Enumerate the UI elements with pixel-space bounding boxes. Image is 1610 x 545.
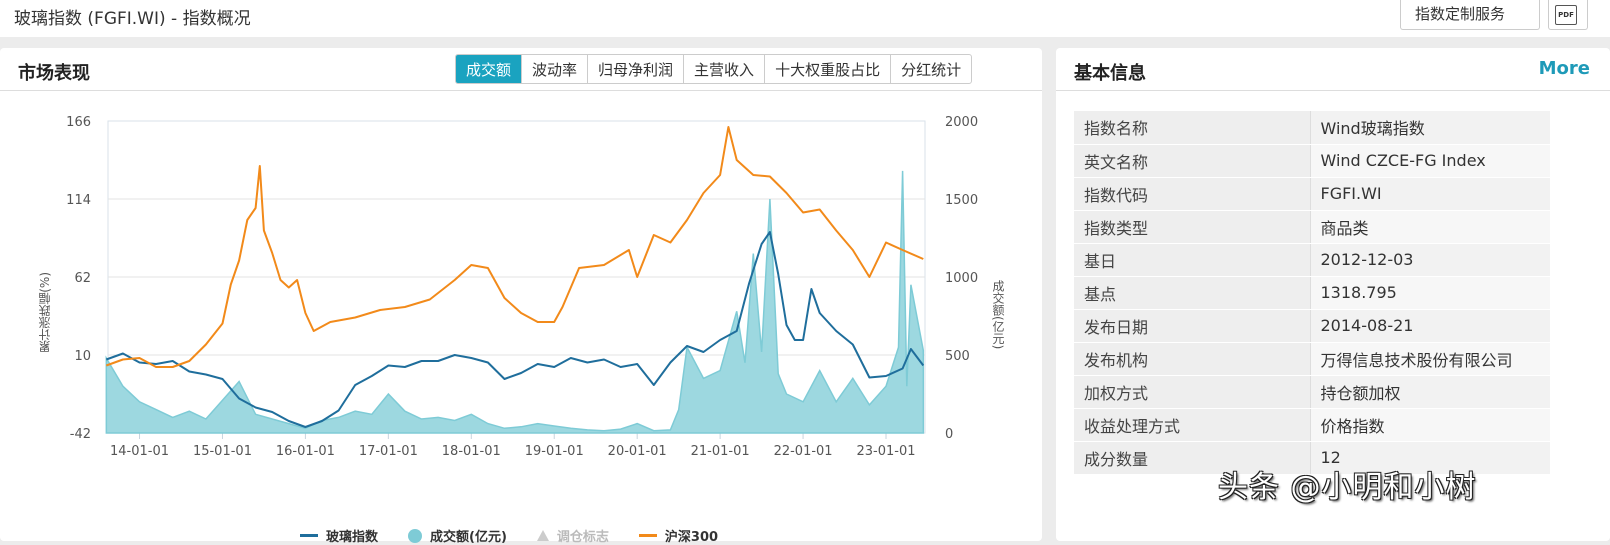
info-key: 指数类型 <box>1074 210 1311 244</box>
basic-info-header: 基本信息 More <box>1056 48 1610 91</box>
market-tabs: 成交额 波动率 归母净利润 主营收入 十大权重股占比 分红统计 <box>455 54 973 84</box>
info-row: 发布日期 2014-08-21 <box>1074 309 1550 343</box>
info-row: 收益处理方式 价格指数 <box>1074 408 1550 442</box>
x-tick-label: 16-01-01 <box>276 444 335 459</box>
market-panel-header: 市场表现 成交额 波动率 归母净利润 主营收入 十大权重股占比 分红统计 <box>0 48 1042 91</box>
legend-label: 调仓标志 <box>556 530 609 545</box>
info-value: FGFI.WI <box>1310 177 1550 211</box>
info-value: 2014-08-21 <box>1310 309 1550 343</box>
info-value: 商品类 <box>1310 210 1550 244</box>
line-swatch-icon <box>638 534 657 537</box>
info-row: 英文名称 Wind CZCE-FG Index <box>1074 144 1550 178</box>
info-value: 万得信息技术股份有限公司 <box>1310 342 1550 376</box>
legend-rebalance[interactable]: 调仓标志 <box>536 526 609 545</box>
info-key: 收益处理方式 <box>1074 408 1311 442</box>
info-value: Wind玻璃指数 <box>1310 111 1550 145</box>
circle-swatch-icon <box>408 528 423 543</box>
info-row: 指数类型 商品类 <box>1074 210 1550 244</box>
market-performance-panel: 市场表现 成交额 波动率 归母净利润 主营收入 十大权重股占比 分红统计 166… <box>0 48 1042 545</box>
right-tick-label: 1000 <box>945 271 978 286</box>
tab-main-revenue[interactable]: 主营收入 <box>683 55 764 83</box>
info-value: Wind CZCE-FG Index <box>1310 144 1550 178</box>
info-row: 基点 1318.795 <box>1074 276 1550 310</box>
chart-legend: 玻璃指数 成交额(亿元) 调仓标志 沪深300 <box>300 526 718 545</box>
left-tick-label: 114 <box>66 193 91 208</box>
x-tick-label: 23-01-01 <box>857 444 916 459</box>
index-custom-service-button[interactable]: 指数定制服务 <box>1400 0 1540 30</box>
x-tick-label: 19-01-01 <box>525 444 584 459</box>
market-chart[interactable]: 166 2000 114 1500 62 1000 10 500 -42 0 14-01-01 15-… <box>0 92 1042 545</box>
info-key: 发布机构 <box>1074 342 1311 376</box>
turnover-area[interactable] <box>105 170 925 434</box>
left-tick-label: 10 <box>74 349 91 364</box>
info-row: 发布机构 万得信息技术股份有限公司 <box>1074 342 1550 376</box>
info-value: 持仓额加权 <box>1310 375 1550 409</box>
tab-volatility[interactable]: 波动率 <box>521 55 587 83</box>
top-bar: 玻璃指数 (FGFI.WI) - 指数概况 指数定制服务 PDF <box>0 0 1610 37</box>
x-tick-label: 18-01-01 <box>442 444 501 459</box>
info-key: 基日 <box>1074 243 1311 277</box>
tab-net-profit[interactable]: 归母净利润 <box>587 55 683 83</box>
chart-canvas[interactable]: 166 2000 114 1500 62 1000 10 500 -42 0 14-01-01 15-… <box>0 92 1042 541</box>
hs300-line[interactable] <box>105 126 924 368</box>
info-row: 基日 2012-12-03 <box>1074 243 1550 277</box>
basic-info-title: 基本信息 <box>1074 63 1146 84</box>
legend-label: 沪深300 <box>664 530 719 545</box>
basic-info-panel: 基本信息 More 指数名称 Wind玻璃指数 英文名称 Wind CZCE-FG I… <box>1056 48 1610 541</box>
left-tick-label: 62 <box>74 271 91 286</box>
pdf-icon: PDF <box>1555 5 1577 25</box>
right-tick-label: 500 <box>945 349 970 364</box>
info-value: 12 <box>1310 441 1550 475</box>
x-tick-label: 20-01-01 <box>608 444 667 459</box>
right-tick-label: 2000 <box>945 115 978 130</box>
right-tick-label: 1500 <box>945 193 978 208</box>
pdf-export-button[interactable]: PDF <box>1548 0 1588 30</box>
legend-hs300[interactable]: 沪深300 <box>638 526 719 545</box>
market-panel-title: 市场表现 <box>18 63 90 84</box>
more-link[interactable]: More <box>1538 58 1590 79</box>
info-key: 指数代码 <box>1074 177 1311 211</box>
info-value: 1318.795 <box>1310 276 1550 310</box>
info-key: 英文名称 <box>1074 144 1311 178</box>
legend-label: 成交额(亿元) <box>430 530 507 545</box>
glass-index-line[interactable] <box>105 231 925 428</box>
info-key: 指数名称 <box>1074 111 1311 145</box>
basic-info-table: 指数名称 Wind玻璃指数 英文名称 Wind CZCE-FG Index 指数代码 FG… <box>1074 111 1550 475</box>
tab-dividend-stats[interactable]: 分红统计 <box>890 55 971 83</box>
page-title: 玻璃指数 (FGFI.WI) - 指数概况 <box>14 9 251 29</box>
info-key: 成分数量 <box>1074 441 1311 475</box>
info-row: 指数代码 FGFI.WI <box>1074 177 1550 211</box>
info-value: 2012-12-03 <box>1310 243 1550 277</box>
right-axis-title: 成交额(亿元) <box>991 280 1005 350</box>
info-key: 发布日期 <box>1074 309 1311 343</box>
info-row: 加权方式 持仓额加权 <box>1074 375 1550 409</box>
legend-glass-index[interactable]: 玻璃指数 <box>300 526 378 545</box>
legend-turnover[interactable]: 成交额(亿元) <box>408 526 507 545</box>
info-row: 成分数量 12 <box>1074 441 1550 475</box>
info-key: 加权方式 <box>1074 375 1311 409</box>
info-row: 指数名称 Wind玻璃指数 <box>1074 111 1550 145</box>
left-axis-title: 累计涨跌幅(%) <box>38 272 52 353</box>
tab-turnover[interactable]: 成交额 <box>456 55 522 83</box>
legend-label: 玻璃指数 <box>326 530 379 545</box>
x-tick-label: 17-01-01 <box>359 444 418 459</box>
x-tick-label: 15-01-01 <box>193 444 252 459</box>
tab-top10-weight[interactable]: 十大权重股占比 <box>764 55 890 83</box>
right-tick-label: 0 <box>945 427 953 442</box>
x-tick-label: 22-01-01 <box>774 444 833 459</box>
x-tick-label: 21-01-01 <box>691 444 750 459</box>
left-tick-label: 166 <box>66 115 91 130</box>
triangle-swatch-icon <box>536 530 549 541</box>
info-key: 基点 <box>1074 276 1311 310</box>
line-swatch-icon <box>300 534 318 537</box>
watermark: 头条 @小明和小树 <box>1218 470 1477 505</box>
left-tick-label: -42 <box>70 427 91 442</box>
x-tick-label: 14-01-01 <box>110 444 169 459</box>
info-value: 价格指数 <box>1310 408 1550 442</box>
